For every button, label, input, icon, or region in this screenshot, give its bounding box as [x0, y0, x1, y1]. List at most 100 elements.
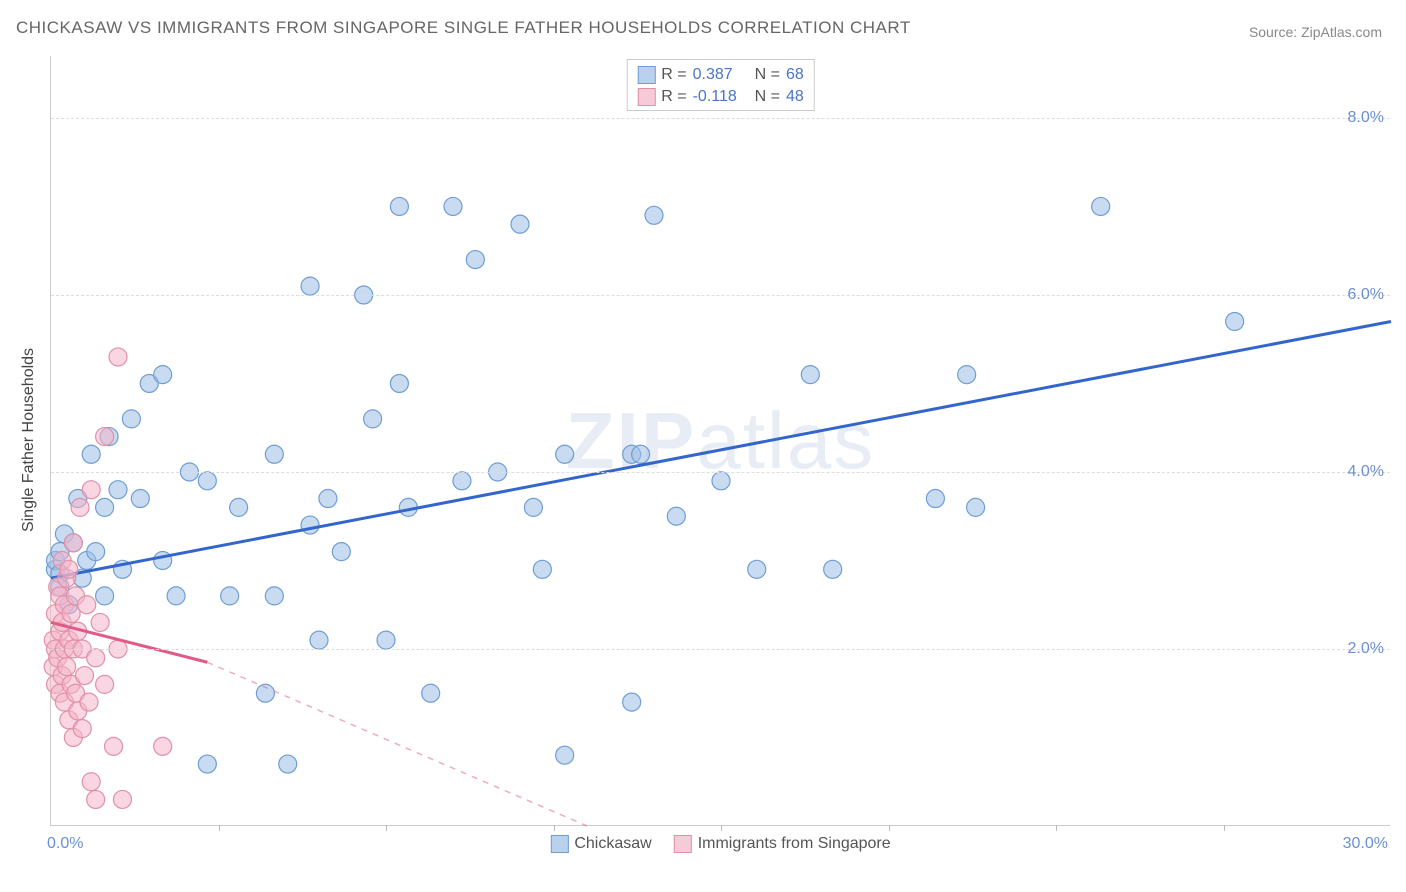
legend-item-1: Chickasaw — [550, 835, 651, 853]
x-tick-label: 30.0% — [1343, 835, 1388, 853]
scatter-point — [279, 755, 297, 773]
scatter-point — [109, 481, 127, 499]
scatter-point — [167, 587, 185, 605]
x-tick — [889, 825, 890, 831]
legend-swatch-1 — [550, 835, 568, 853]
scatter-point — [556, 445, 574, 463]
scatter-point — [364, 410, 382, 428]
x-tick — [1224, 825, 1225, 831]
scatter-point — [96, 428, 114, 446]
scatter-point — [377, 631, 395, 649]
x-tick — [554, 825, 555, 831]
scatter-point — [96, 587, 114, 605]
scatter-point — [265, 445, 283, 463]
stats-swatch-1 — [637, 66, 655, 84]
bottom-legend: Chickasaw Immigrants from Singapore — [550, 835, 890, 853]
scatter-point — [390, 374, 408, 392]
y-tick-label: 2.0% — [1348, 640, 1384, 658]
gridline — [51, 118, 1390, 119]
scatter-point — [82, 773, 100, 791]
scatter-point — [198, 755, 216, 773]
n-value-2: 48 — [786, 86, 804, 108]
gridline — [51, 472, 1390, 473]
scatter-point — [71, 498, 89, 516]
source-attribution: Source: ZipAtlas.com — [1249, 24, 1382, 40]
x-tick — [1056, 825, 1057, 831]
scatter-point — [154, 737, 172, 755]
scatter-point — [319, 490, 337, 508]
scatter-point — [524, 498, 542, 516]
scatter-point — [96, 675, 114, 693]
scatter-point — [230, 498, 248, 516]
scatter-point — [73, 720, 91, 738]
scatter-point — [310, 631, 328, 649]
scatter-point — [198, 472, 216, 490]
scatter-point — [82, 481, 100, 499]
scatter-point — [511, 215, 529, 233]
scatter-point — [87, 649, 105, 667]
legend-label-1: Chickasaw — [574, 835, 651, 853]
r-value-2: -0.118 — [693, 86, 749, 108]
scatter-point — [62, 605, 80, 623]
scatter-point — [645, 206, 663, 224]
scatter-point — [265, 587, 283, 605]
y-axis-title: Single Father Households — [20, 348, 38, 532]
scatter-point — [87, 790, 105, 808]
scatter-point — [623, 693, 641, 711]
stats-row-1: R = 0.387 N = 68 — [637, 64, 803, 86]
scatter-point — [453, 472, 471, 490]
scatter-point — [444, 197, 462, 215]
trend-line — [51, 322, 1391, 579]
scatter-point — [105, 737, 123, 755]
scatter-point — [131, 490, 149, 508]
scatter-point — [76, 667, 94, 685]
n-label: N = — [755, 86, 780, 108]
scatter-point — [78, 596, 96, 614]
scatter-point — [632, 445, 650, 463]
trend-line-extrapolated — [207, 662, 587, 826]
scatter-point — [154, 366, 172, 384]
scatter-point — [1226, 313, 1244, 331]
scatter-point — [667, 507, 685, 525]
n-label: N = — [755, 64, 780, 86]
scatter-point — [301, 516, 319, 534]
scatter-point — [748, 560, 766, 578]
n-value-1: 68 — [786, 64, 804, 86]
scatter-point — [958, 366, 976, 384]
legend-swatch-2 — [674, 835, 692, 853]
chart-title: CHICKASAW VS IMMIGRANTS FROM SINGAPORE S… — [16, 18, 911, 38]
scatter-point — [91, 613, 109, 631]
scatter-point — [801, 366, 819, 384]
gridline — [51, 649, 1390, 650]
x-tick-label: 0.0% — [47, 835, 83, 853]
legend-item-2: Immigrants from Singapore — [674, 835, 891, 853]
scatter-point — [967, 498, 985, 516]
scatter-point — [96, 498, 114, 516]
scatter-point — [926, 490, 944, 508]
scatter-point — [332, 543, 350, 561]
scatter-point — [712, 472, 730, 490]
scatter-point — [556, 746, 574, 764]
legend-label-2: Immigrants from Singapore — [698, 835, 891, 853]
scatter-point — [82, 445, 100, 463]
x-tick — [219, 825, 220, 831]
scatter-point — [122, 410, 140, 428]
scatter-point — [466, 251, 484, 269]
y-tick-label: 6.0% — [1348, 286, 1384, 304]
r-label: R = — [661, 86, 686, 108]
scatter-point — [221, 587, 239, 605]
scatter-point — [58, 658, 76, 676]
scatter-point — [422, 684, 440, 702]
scatter-svg — [51, 56, 1390, 825]
scatter-point — [87, 543, 105, 561]
scatter-point — [80, 693, 98, 711]
scatter-point — [533, 560, 551, 578]
r-value-1: 0.387 — [693, 64, 749, 86]
x-tick — [386, 825, 387, 831]
y-tick-label: 8.0% — [1348, 109, 1384, 127]
scatter-point — [109, 348, 127, 366]
chart-plot-area: ZIPatlas R = 0.387 N = 68 R = -0.118 N =… — [50, 56, 1390, 826]
gridline — [51, 295, 1390, 296]
correlation-stats-box: R = 0.387 N = 68 R = -0.118 N = 48 — [626, 59, 814, 111]
stats-swatch-2 — [637, 88, 655, 106]
